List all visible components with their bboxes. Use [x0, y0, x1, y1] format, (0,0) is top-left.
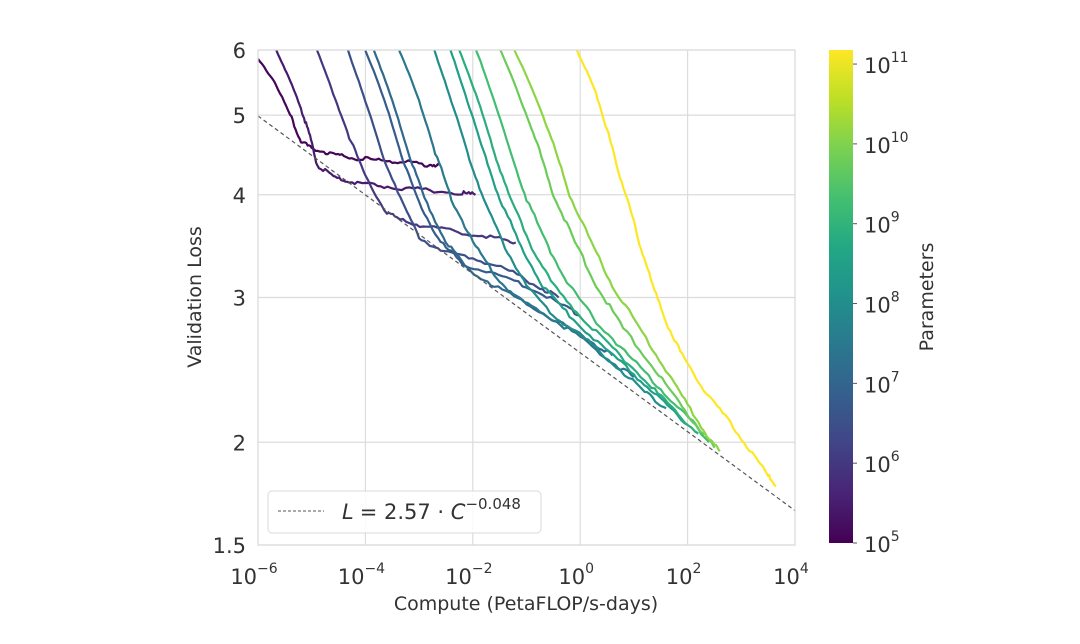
- loss-curve: [364, 50, 581, 317]
- fit-line: [258, 115, 795, 512]
- legend-box: [267, 490, 542, 534]
- loss-curve: [275, 50, 477, 196]
- x-tick-label: 10−6: [230, 561, 277, 589]
- colorbar-ticks: 105 106 107 108 109 1010 1011: [853, 50, 909, 557]
- loss-curve: [458, 50, 699, 435]
- y-tick-label: 1.5: [213, 534, 246, 558]
- loss-curve: [499, 50, 716, 449]
- colorbar-tick-label: 105: [864, 529, 900, 557]
- y-tick-label: 5: [233, 104, 246, 128]
- x-tick-label: 100: [558, 561, 594, 589]
- x-tick-label: 10−4: [338, 561, 385, 589]
- x-tick-label: 10−2: [445, 561, 492, 589]
- legend-label: L = 2.57 · C−0.048: [342, 495, 521, 524]
- x-tick-label: 104: [773, 561, 809, 589]
- loss-curve: [398, 50, 635, 379]
- loss-curve: [513, 50, 721, 452]
- colorbar-tick-label: 106: [864, 449, 900, 477]
- colorbar-tick-label: 108: [864, 290, 900, 318]
- y-tick-label: 2: [233, 431, 246, 455]
- legend-exp: −0.048: [465, 495, 521, 513]
- loss-curve: [449, 50, 689, 426]
- legend-eq: = 2.57 ·: [360, 500, 451, 524]
- x-tick-label: 102: [666, 561, 702, 589]
- power-law-fit: [258, 115, 795, 512]
- loss-curve: [575, 50, 777, 487]
- legend: L = 2.57 · C−0.048: [267, 490, 542, 534]
- plot-frame: [257, 49, 796, 546]
- y-axis-label: Validation Loss: [184, 226, 206, 368]
- y-tick-labels: 1.5 2 3 4 5 6: [213, 39, 246, 558]
- colorbar-tick-label: 1011: [864, 50, 909, 78]
- colorbar: [829, 50, 853, 543]
- legend-var: C: [451, 500, 466, 524]
- y-tick-label: 4: [233, 184, 246, 208]
- colorbar-tick-label: 1010: [864, 130, 909, 158]
- colorbar-tick-label: 107: [864, 369, 900, 397]
- colorbar-label: Parameters: [916, 243, 938, 352]
- loss-curve: [474, 50, 710, 444]
- x-axis-label: Compute (PetaFLOP/s-days): [394, 593, 658, 615]
- colorbar-tick-label: 109: [864, 210, 900, 238]
- y-tick-label: 6: [233, 39, 246, 63]
- loss-curve: [433, 50, 667, 410]
- x-tick-labels: 10−6 10−4 10−2 100 102 104: [230, 561, 809, 589]
- y-tick-label: 3: [233, 287, 246, 311]
- legend-lhs: L: [342, 500, 354, 524]
